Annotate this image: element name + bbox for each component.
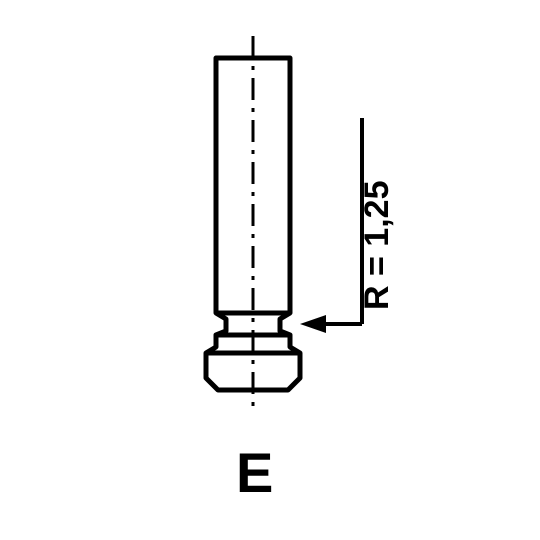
radius-dimension-label: R = 1,25 xyxy=(358,181,397,310)
section-label: E xyxy=(236,440,273,505)
drawing-canvas: R = 1,25 E xyxy=(0,0,540,540)
